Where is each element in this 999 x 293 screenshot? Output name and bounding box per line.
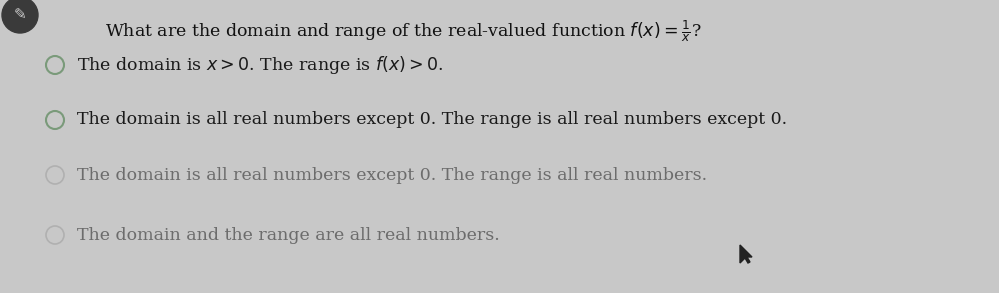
Text: The domain is all real numbers except 0. The range is all real numbers except 0.: The domain is all real numbers except 0.… [77,112,787,129]
Text: ✎: ✎ [14,8,26,23]
Circle shape [2,0,38,33]
Text: The domain is all real numbers except 0. The range is all real numbers.: The domain is all real numbers except 0.… [77,166,707,183]
Text: What are the domain and range of the real-valued function $f(x) = \frac{1}{x}$?: What are the domain and range of the rea… [105,18,701,44]
Text: The domain is $x > 0$. The range is $f(x) > 0$.: The domain is $x > 0$. The range is $f(x… [77,54,444,76]
Text: The domain and the range are all real numbers.: The domain and the range are all real nu… [77,226,500,243]
Polygon shape [740,245,752,263]
